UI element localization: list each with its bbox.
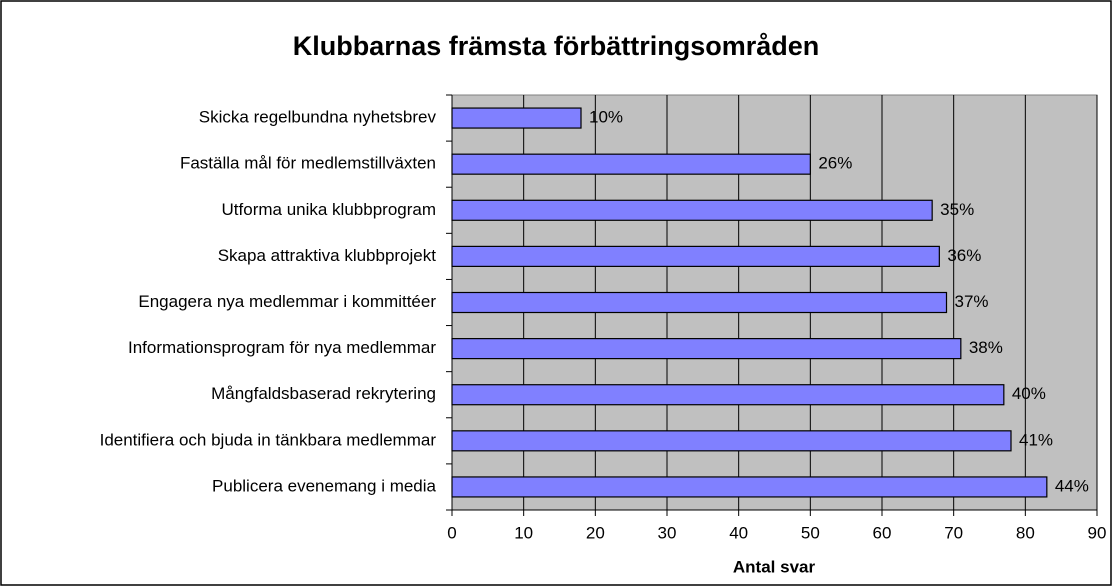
y-tick-label: Skapa attraktiva klubbprojekt bbox=[218, 246, 437, 265]
x-tick-label: 0 bbox=[447, 523, 456, 542]
bar bbox=[451, 245, 940, 267]
data-label: 26% bbox=[818, 154, 852, 173]
data-label: 41% bbox=[1019, 430, 1053, 449]
x-tick-label: 80 bbox=[1016, 523, 1035, 542]
bar bbox=[451, 430, 1012, 452]
bar bbox=[451, 291, 948, 314]
bar bbox=[451, 384, 1005, 406]
data-label: 40% bbox=[1012, 384, 1046, 403]
x-tick-label: 10 bbox=[514, 523, 533, 542]
bar bbox=[451, 107, 582, 129]
bar bbox=[451, 476, 1048, 498]
data-label: 44% bbox=[1055, 476, 1089, 495]
data-label: 38% bbox=[969, 338, 1003, 357]
x-tick-label: 30 bbox=[658, 523, 677, 542]
x-tick-label: 90 bbox=[1088, 523, 1107, 542]
x-tick-label: 70 bbox=[944, 523, 963, 542]
x-tick-label: 60 bbox=[873, 523, 892, 542]
y-tick-label: Informationsprogram för nya medlemmar bbox=[128, 338, 436, 357]
bar bbox=[451, 153, 811, 175]
y-tick-label: Utforma unika klubbprogram bbox=[222, 200, 436, 219]
data-label: 36% bbox=[947, 246, 981, 265]
chart-title: Klubbarnas främsta förbättringsområden bbox=[293, 31, 820, 61]
y-tick-label: Publicera evenemang i media bbox=[212, 476, 437, 495]
data-label: 10% bbox=[589, 108, 623, 127]
data-label: 35% bbox=[940, 200, 974, 219]
x-axis-title: Antal svar bbox=[733, 557, 816, 576]
x-tick-label: 20 bbox=[586, 523, 605, 542]
bar bbox=[451, 199, 933, 221]
y-tick-label: Identifiera och bjuda in tänkbara medlem… bbox=[100, 430, 437, 449]
data-label: 37% bbox=[955, 292, 989, 311]
y-tick-label: Engagera nya medlemmar i kommittéer bbox=[138, 292, 436, 311]
x-tick-label: 40 bbox=[729, 523, 748, 542]
x-tick-label: 50 bbox=[801, 523, 820, 542]
y-tick-label: Skicka regelbundna nyhetsbrev bbox=[199, 108, 437, 127]
bar bbox=[451, 338, 962, 360]
y-tick-label: Faställa mål för medlemstillväxten bbox=[180, 154, 436, 173]
y-tick-label: Mångfaldsbaserad rekrytering bbox=[211, 384, 436, 403]
